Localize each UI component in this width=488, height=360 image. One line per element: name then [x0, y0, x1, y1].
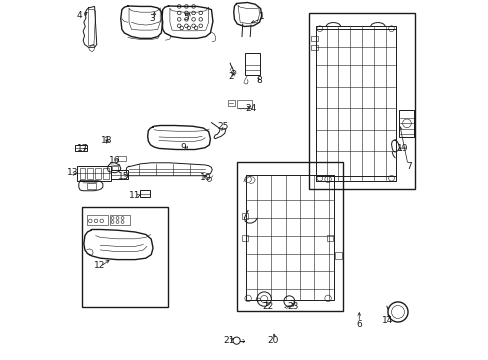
Bar — [111, 170, 128, 179]
Text: 18: 18 — [101, 136, 112, 145]
Bar — [310, 45, 317, 50]
Text: 17: 17 — [77, 144, 88, 153]
Text: 3: 3 — [149, 14, 155, 23]
Text: 15: 15 — [117, 172, 129, 181]
Text: 24: 24 — [245, 104, 256, 113]
Text: 6: 6 — [356, 320, 362, 329]
Text: 9: 9 — [180, 143, 186, 152]
Bar — [237, 162, 343, 311]
Text: 16: 16 — [109, 156, 120, 165]
Bar — [326, 234, 333, 241]
Text: 20: 20 — [267, 336, 278, 345]
Bar — [228, 100, 234, 107]
Bar — [399, 110, 414, 137]
Bar — [140, 190, 149, 197]
Bar — [110, 215, 129, 225]
Text: 19: 19 — [396, 144, 407, 153]
Text: 8: 8 — [255, 76, 261, 85]
Bar — [82, 207, 168, 307]
Bar — [310, 36, 317, 41]
Text: 4: 4 — [77, 11, 82, 20]
Bar — [241, 234, 247, 241]
Bar — [236, 100, 251, 108]
Text: 13: 13 — [67, 168, 79, 177]
Bar — [77, 166, 110, 181]
Bar — [244, 53, 259, 75]
Text: 23: 23 — [286, 302, 298, 311]
Bar — [87, 168, 93, 179]
Text: 10: 10 — [200, 173, 211, 182]
Bar — [241, 213, 247, 220]
Bar — [118, 156, 126, 161]
Bar — [95, 168, 101, 179]
Text: 1: 1 — [258, 12, 264, 21]
Bar — [335, 252, 341, 259]
Bar — [86, 183, 96, 189]
Bar — [75, 145, 86, 151]
Bar — [308, 13, 414, 189]
Bar — [87, 215, 108, 225]
Bar — [80, 168, 85, 179]
Text: 25: 25 — [217, 122, 228, 131]
Text: 12: 12 — [93, 261, 105, 270]
Bar — [103, 168, 109, 179]
Text: 5: 5 — [183, 13, 189, 22]
Text: 14: 14 — [381, 316, 392, 325]
Text: 21: 21 — [224, 336, 235, 345]
Text: 7: 7 — [406, 162, 411, 171]
Bar — [112, 166, 118, 170]
Text: 11: 11 — [128, 190, 140, 199]
Text: 2: 2 — [228, 72, 234, 81]
Text: 22: 22 — [262, 302, 273, 311]
